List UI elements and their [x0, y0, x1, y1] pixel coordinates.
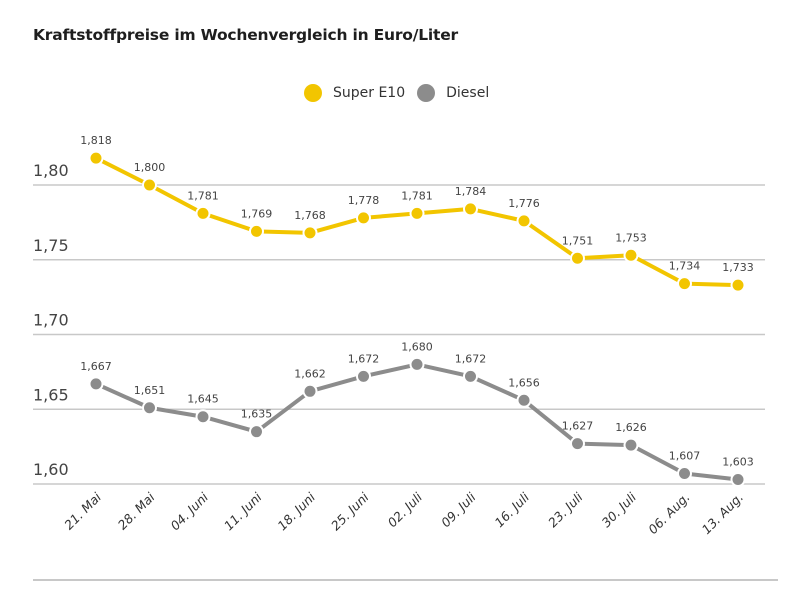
- data-point: [142, 177, 157, 193]
- data-point: [463, 368, 478, 384]
- data-label: 1,778: [348, 194, 380, 207]
- data-label: 1,776: [508, 197, 540, 210]
- data-label: 1,768: [294, 209, 326, 222]
- data-point: [730, 277, 746, 293]
- x-tick-label: 28. Mai: [115, 489, 158, 532]
- data-point: [516, 392, 532, 408]
- x-tick-label: 21. Mai: [61, 489, 104, 532]
- data-point: [516, 213, 532, 229]
- data-point: [409, 356, 425, 372]
- legend-label-super-e10: Super E10: [333, 85, 406, 101]
- data-point: [249, 223, 264, 239]
- data-point: [409, 205, 425, 221]
- y-tick-label: 1,70: [33, 311, 69, 330]
- data-point: [142, 400, 157, 416]
- data-point: [88, 150, 104, 166]
- data-point: [730, 472, 746, 488]
- data-label: 1,672: [455, 352, 487, 365]
- data-label: 1,781: [187, 189, 219, 202]
- y-tick-label: 1,75: [33, 236, 69, 255]
- x-tick-label: 02. Juli: [385, 489, 426, 530]
- data-label: 1,635: [241, 408, 273, 421]
- data-point: [302, 225, 318, 241]
- data-point: [302, 383, 318, 399]
- data-label: 1,733: [722, 261, 754, 274]
- data-point: [677, 276, 692, 292]
- data-point: [249, 424, 264, 440]
- data-point: [623, 247, 639, 263]
- data-label: 1,784: [455, 185, 487, 198]
- data-label: 1,667: [80, 360, 112, 373]
- series-line-super-e10: [95, 156, 739, 288]
- legend-item-diesel[interactable]: Diesel: [417, 84, 489, 102]
- data-point: [677, 466, 692, 482]
- data-point: [195, 409, 211, 425]
- chart-title: Kraftstoffpreise im Wochenvergleich in E…: [33, 26, 458, 44]
- data-point: [570, 250, 585, 266]
- data-label: 1,626: [615, 421, 647, 434]
- legend: Super E10 Diesel: [304, 84, 501, 102]
- footer-divider: [33, 579, 778, 581]
- x-tick-label: 18. Juni: [274, 489, 318, 533]
- data-point: [623, 437, 639, 453]
- x-tick-label: 11. Juni: [221, 489, 265, 533]
- data-point: [88, 376, 104, 392]
- x-tick-label: 04. Juni: [167, 489, 211, 533]
- data-label: 1,627: [562, 420, 594, 433]
- data-point: [356, 210, 371, 226]
- legend-item-super-e10[interactable]: Super E10: [304, 84, 405, 102]
- data-label: 1,607: [669, 450, 701, 463]
- data-label: 1,651: [134, 384, 166, 397]
- x-tick-label: 13. Aug.: [699, 490, 747, 538]
- data-label: 1,751: [562, 234, 594, 247]
- y-tick-label: 1,80: [33, 161, 69, 180]
- data-label: 1,800: [134, 161, 166, 174]
- data-label: 1,656: [508, 376, 540, 389]
- data-label: 1,680: [401, 340, 433, 353]
- x-tick-label: 25. Juni: [328, 489, 372, 533]
- y-tick-label: 1,60: [33, 460, 69, 479]
- data-label: 1,734: [669, 260, 701, 273]
- x-tick-label: 16. Juli: [492, 489, 533, 530]
- legend-label-diesel: Diesel: [446, 85, 490, 101]
- data-label: 1,603: [722, 456, 754, 469]
- legend-dot-super-e10: [304, 84, 322, 102]
- x-tick-label: 30. Juli: [599, 489, 640, 530]
- data-point: [356, 368, 371, 384]
- data-label: 1,672: [348, 352, 380, 365]
- data-point: [570, 436, 585, 452]
- data-label: 1,662: [294, 367, 326, 380]
- legend-dot-diesel: [417, 84, 436, 102]
- data-point: [463, 201, 478, 217]
- data-label: 1,645: [187, 393, 219, 406]
- data-point: [195, 205, 211, 221]
- data-label: 1,753: [615, 231, 647, 244]
- x-tick-label: 06. Aug.: [645, 490, 693, 538]
- data-label: 1,818: [80, 134, 112, 147]
- x-tick-label: 09. Juli: [438, 489, 479, 530]
- y-tick-label: 1,65: [33, 385, 69, 404]
- data-label: 1,781: [401, 189, 433, 202]
- data-label: 1,769: [241, 207, 273, 220]
- x-tick-label: 23. Juli: [545, 489, 586, 530]
